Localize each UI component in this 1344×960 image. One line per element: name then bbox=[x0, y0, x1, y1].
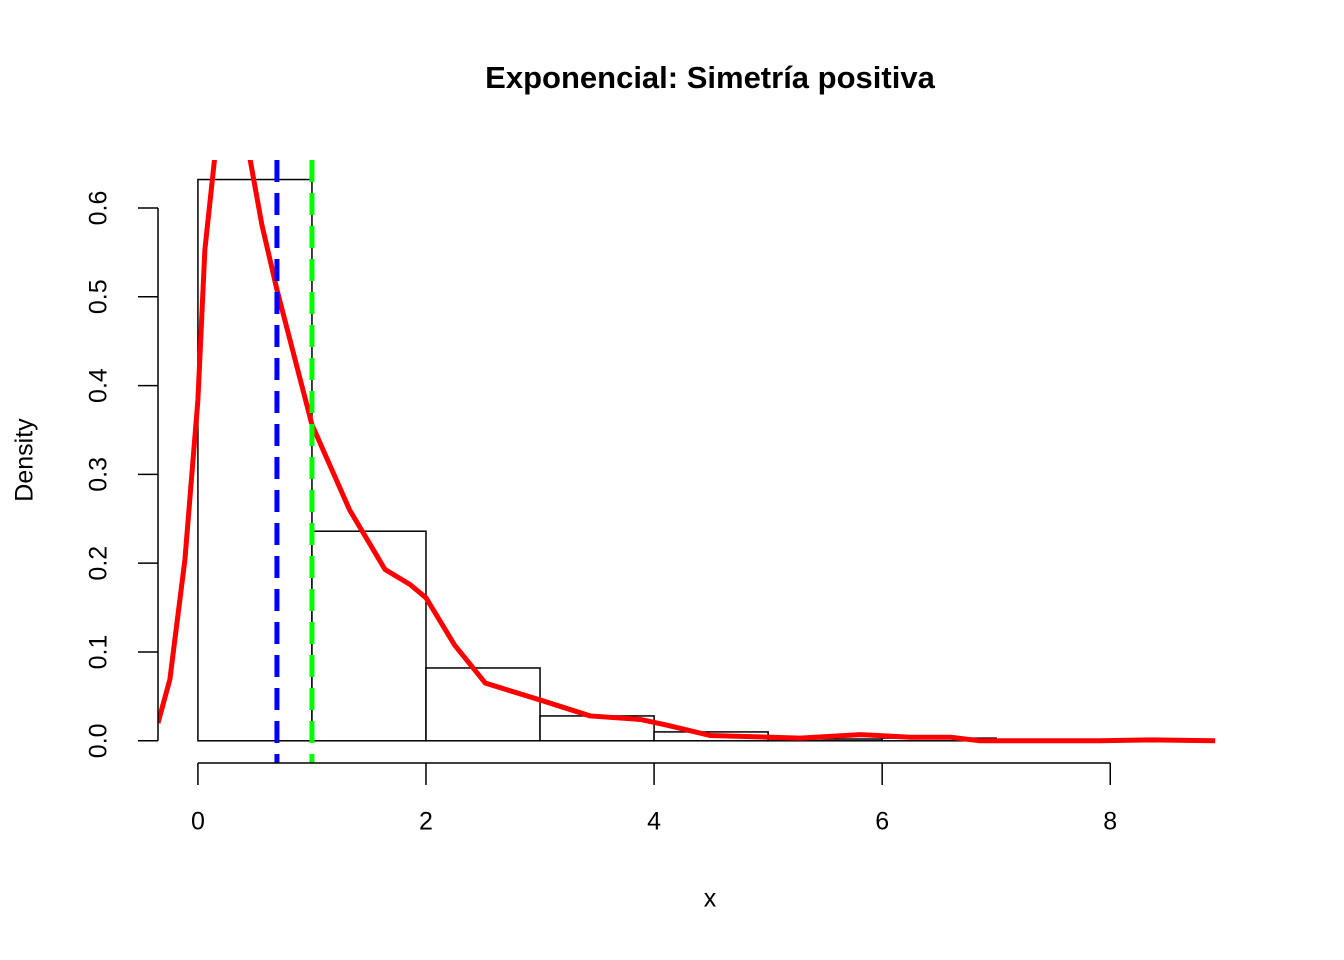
x-axis-label: x bbox=[704, 885, 717, 913]
y-tick-label: 0.1 bbox=[85, 635, 113, 670]
y-tick-label: 0.2 bbox=[85, 546, 113, 581]
y-tick-label: 0.0 bbox=[85, 723, 113, 758]
histogram-bar bbox=[311, 530, 427, 742]
x-tick-label: 4 bbox=[647, 808, 661, 836]
y-axis-label: Density bbox=[11, 418, 39, 502]
y-tick-label: 0.6 bbox=[85, 191, 113, 226]
x-tick-label: 0 bbox=[191, 808, 205, 836]
y-tick-label: 0.3 bbox=[85, 457, 113, 492]
x-tick-label: 2 bbox=[419, 808, 433, 836]
y-tick-label: 0.5 bbox=[85, 279, 113, 314]
x-tick-label: 6 bbox=[875, 808, 889, 836]
y-tick-label: 0.4 bbox=[85, 368, 113, 403]
density-curve bbox=[158, 160, 1216, 744]
plot-area bbox=[158, 160, 1216, 744]
histogram-bar bbox=[197, 178, 313, 742]
chart-title: Exponencial: Simetría positiva bbox=[485, 60, 935, 95]
x-tick-label: 8 bbox=[1103, 808, 1117, 836]
